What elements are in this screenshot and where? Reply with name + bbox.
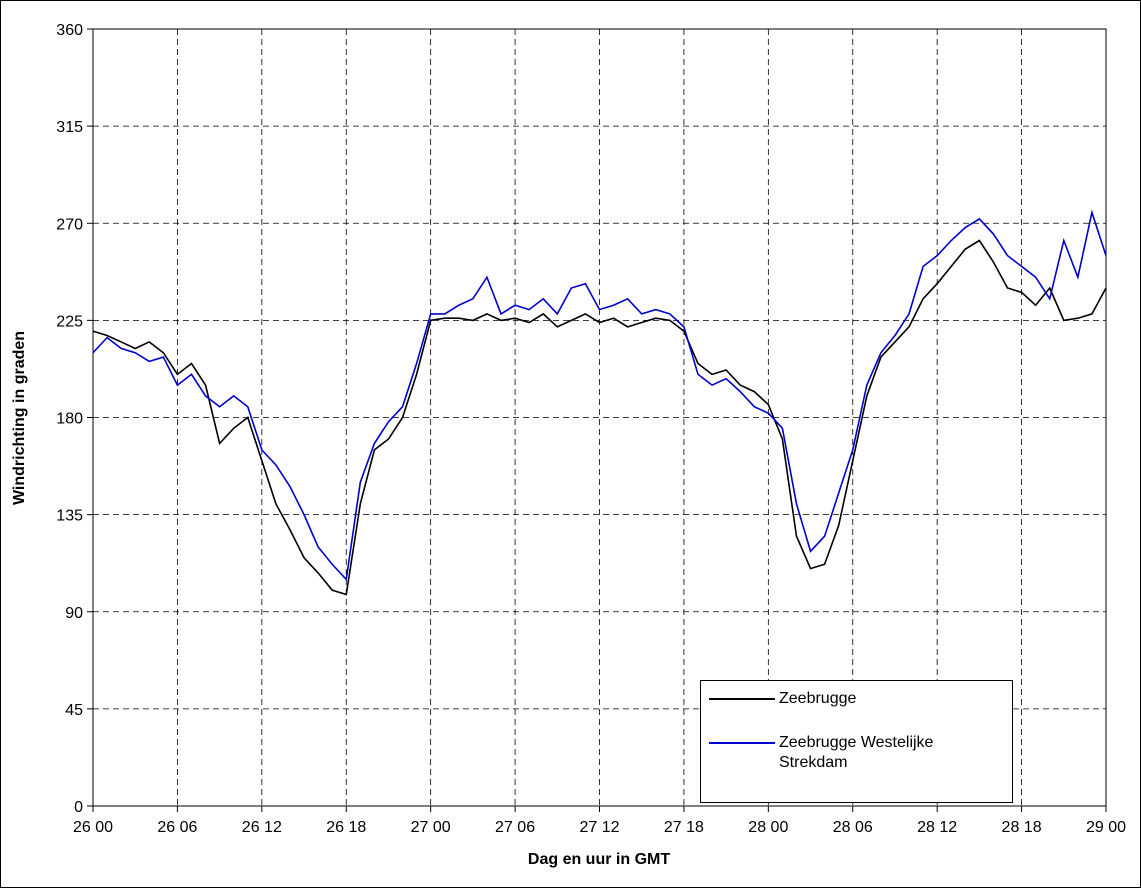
x-tick-label: 27 12 — [579, 819, 619, 836]
y-tick-label: 90 — [65, 605, 83, 622]
line-series — [92, 239, 1107, 596]
legend-label: Zeebrugge — [779, 690, 857, 707]
x-tick-label: 27 18 — [664, 819, 704, 836]
y-tick-label: 315 — [56, 119, 83, 136]
y-axis-label: Windrichting in graden — [11, 331, 28, 505]
x-tick-label: 27 06 — [495, 819, 535, 836]
x-tick-label: 28 06 — [833, 819, 873, 836]
x-tick-label: 27 00 — [411, 819, 451, 836]
y-tick-label: 0 — [74, 799, 83, 816]
legend-item: Zeebrugge — [709, 689, 979, 709]
legend-label: Zeebrugge Westelijke Strekdam — [779, 734, 934, 771]
x-tick-label: 26 06 — [157, 819, 197, 836]
legend-item: Zeebrugge Westelijke Strekdam — [709, 733, 979, 773]
legend-swatch — [709, 698, 775, 700]
x-axis-label: Dag en uur in GMT — [528, 851, 670, 868]
x-tick-label: 28 18 — [1002, 819, 1042, 836]
y-tick-label: 135 — [56, 508, 83, 525]
x-tick-label: 26 12 — [242, 819, 282, 836]
legend: Zeebrugge Zeebrugge Westelijke Strekdam — [700, 680, 1013, 803]
y-tick-label: 45 — [65, 702, 83, 719]
plot-border — [92, 28, 1107, 807]
y-tick-label: 360 — [56, 22, 83, 39]
y-tick-label: 270 — [56, 216, 83, 233]
x-tick-label: 28 12 — [917, 819, 957, 836]
line-series — [92, 209, 1107, 582]
y-tick-label: 225 — [56, 313, 83, 330]
x-tick-label: 26 18 — [326, 819, 366, 836]
x-tick-label: 26 00 — [73, 819, 113, 836]
y-tick-label: 180 — [56, 411, 83, 428]
x-tick-label: 28 00 — [748, 819, 788, 836]
legend-swatch — [709, 742, 775, 744]
x-tick-label: 29 00 — [1086, 819, 1126, 836]
